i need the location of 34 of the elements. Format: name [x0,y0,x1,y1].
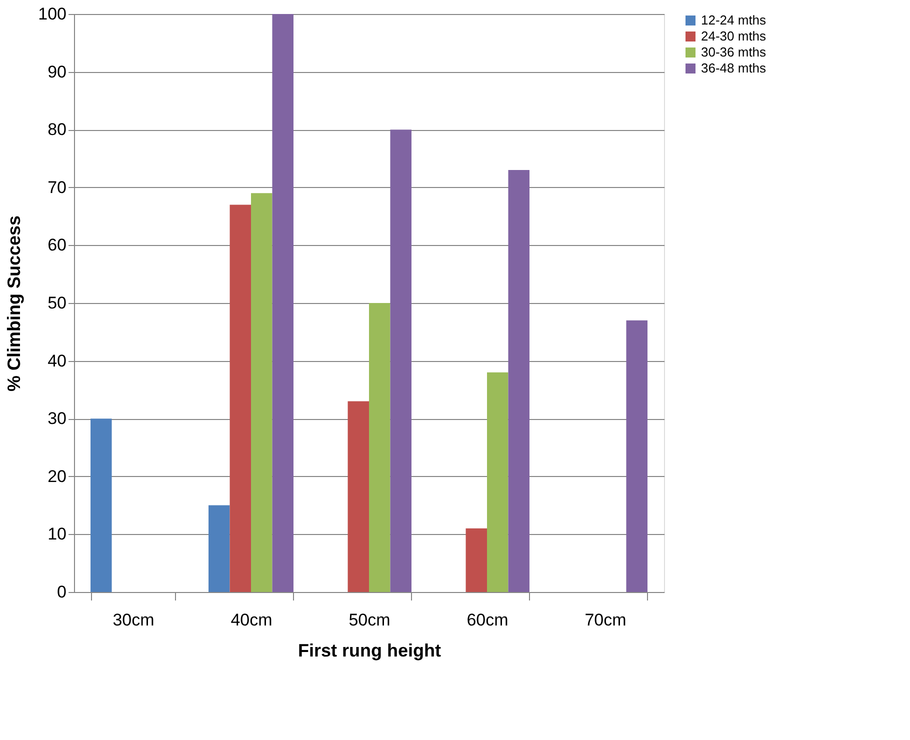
legend-label: 12-24 mths [701,12,767,28]
y-tick-label: 30 [48,409,66,428]
x-tick-label: 70cm [584,610,626,630]
y-axis-title: % Climbing Success [4,215,24,392]
legend-label: 24-30 mths [701,28,767,44]
y-tick-label: 70 [48,178,66,197]
bar [208,505,230,592]
y-tick-label: 0 [57,582,66,602]
bar [626,320,648,592]
y-tick-label: 10 [48,524,66,544]
bar [508,170,530,592]
y-tick-label: 90 [48,62,66,82]
bar [466,528,487,592]
legend-label: 30-36 mths [701,44,767,60]
bar [90,418,112,592]
x-tick-label: 60cm [466,610,508,630]
x-axis-title: First rung height [298,640,441,660]
bar [487,372,508,592]
bar [348,401,369,592]
x-tick-label: 40cm [230,610,272,630]
y-tick-label: 100 [38,4,66,24]
y-tick-label: 40 [48,351,66,370]
y-tick-label: 80 [48,120,66,140]
bar [230,204,251,592]
y-tick-label: 60 [48,236,66,255]
bar [369,303,390,592]
y-tick-label: 50 [48,294,66,312]
bar [390,130,412,592]
y-tick-label: 20 [48,466,66,486]
bar [251,193,272,592]
bar [272,14,294,592]
x-tick-label: 30cm [112,610,154,630]
x-tick-label: 50cm [348,610,390,630]
legend-label: 36-48 mths [701,60,767,76]
